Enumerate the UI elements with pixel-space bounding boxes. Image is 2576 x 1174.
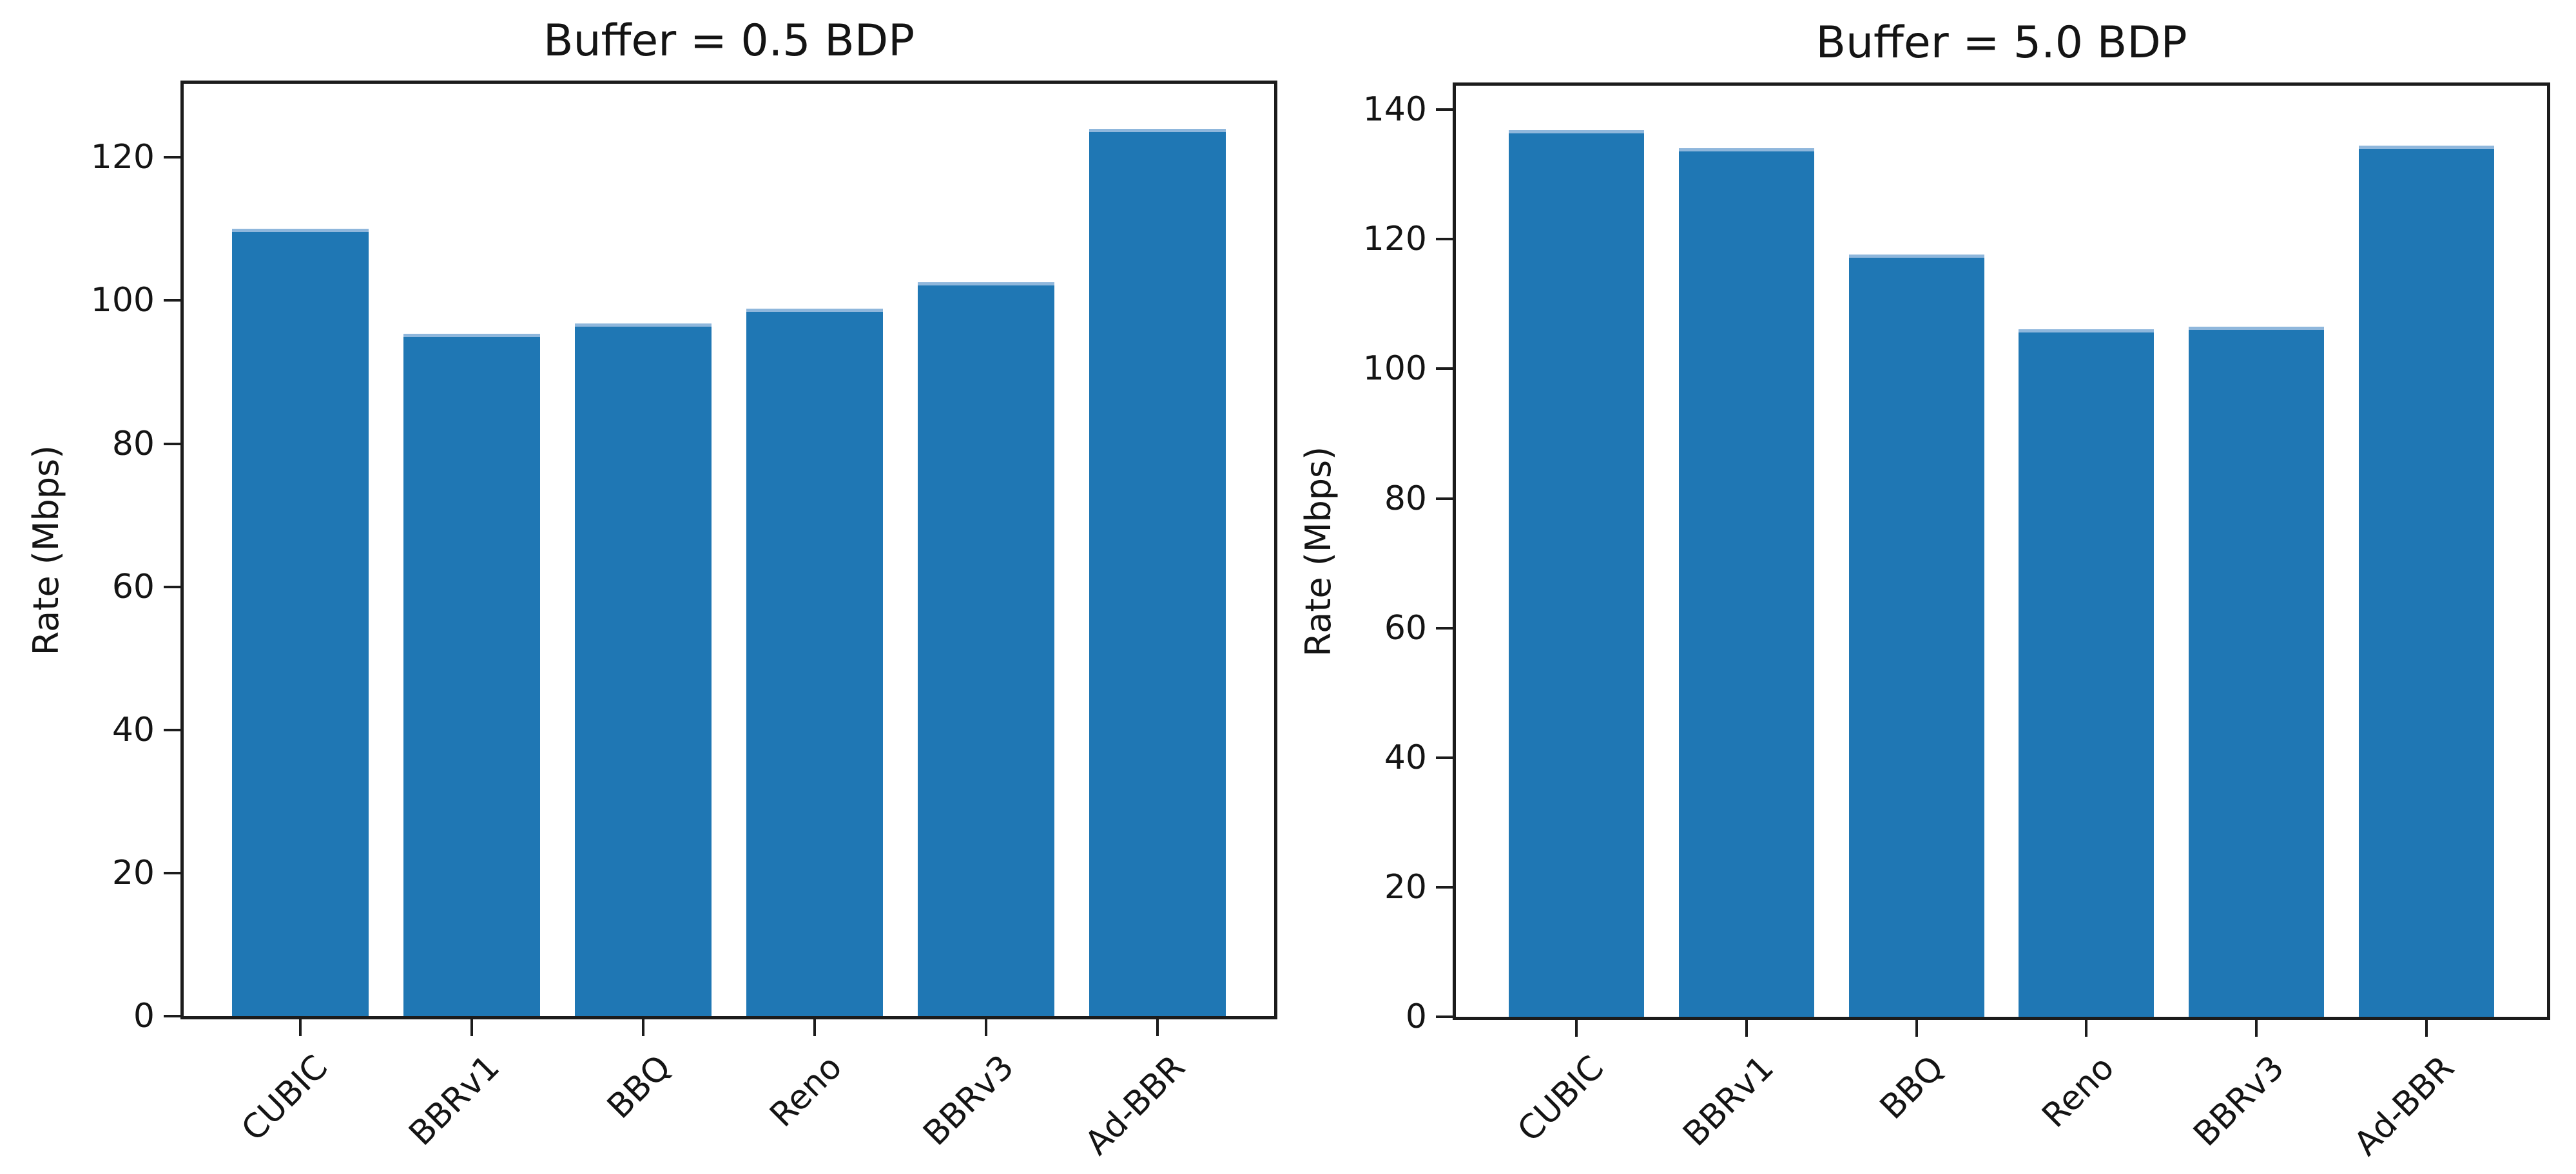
bar-cubic [1509,130,1644,1017]
y-tick-label: 40 [1384,738,1427,777]
x-tick-mark [1156,1019,1159,1036]
y-tick-mark [1436,885,1453,889]
x-tick-mark [1915,1020,1918,1037]
x-tick-mark [985,1019,987,1036]
chart-title-right: Buffer = 5.0 BDP [1816,17,2187,68]
x-tick-mark [1745,1020,1748,1037]
y-tick-mark [1436,497,1453,500]
x-tick-mark [813,1019,816,1036]
y-tick-mark [164,156,180,159]
y-tick-label: 80 [111,424,155,463]
y-tick-label: 80 [1384,479,1427,518]
x-tick-mark [2085,1020,2088,1037]
bar-bbrv1 [403,333,540,1016]
x-tick-label-cubic: CUBIC [1510,1048,1612,1150]
y-tick-label: 20 [111,853,155,892]
x-tick-label-ad-bbr: Ad-BBR [1078,1048,1193,1163]
y-tick-label: 60 [1384,608,1427,648]
plot-area-right: Buffer = 5.0 BDP Rate (Mbps) 0 20 40 60 80 10… [1298,21,2550,1163]
y-tick-mark [164,442,180,445]
y-tick-mark [1436,367,1453,370]
y-tick-mark [164,728,180,731]
x-tick-mark [2255,1020,2258,1037]
bar-ad-bbr [1089,128,1226,1016]
x-tick-label-bbrv1: BBRv1 [1676,1048,1782,1154]
y-tick-mark [164,1015,180,1017]
y-tick-label: 100 [1362,349,1427,389]
bar-reno [746,308,883,1016]
y-tick-label: 60 [111,567,155,606]
x-tick-label-reno: Reno [762,1048,850,1135]
y-tick-label: 120 [90,138,155,177]
x-tick-mark [1575,1020,1578,1037]
y-tick-label: 0 [1405,997,1427,1036]
x-tick-mark [2425,1020,2428,1037]
y-tick-mark [164,585,180,588]
y-tick-mark [1436,626,1453,630]
y-tick-mark [164,871,180,874]
bar-ad-bbr [2359,145,2494,1017]
bar-bbq [1848,255,1984,1017]
bar-reno [2019,329,2155,1017]
y-tick-label: 40 [111,710,155,749]
x-tick-label-ad-bbr: Ad-BBR [2347,1048,2462,1164]
y-tick-label: 140 [1362,90,1427,130]
chart-title-left: Buffer = 0.5 BDP [543,15,915,66]
y-tick-mark [1436,238,1453,241]
x-tick-label-bbrv1: BBRv1 [402,1048,507,1153]
x-tick-label-bbq: BBQ [599,1048,679,1126]
bar-bbrv1 [1678,148,1814,1017]
y-tick-label: 20 [1384,867,1427,907]
y-axis-label-right: Rate (Mbps) [1298,446,1339,657]
x-tick-mark [299,1019,302,1036]
y-tick-label: 0 [133,997,155,1035]
x-tick-mark [470,1019,473,1036]
bar-bbrv3 [2189,327,2325,1017]
x-tick-label-cubic: CUBIC [234,1048,336,1149]
bar-cubic [232,229,369,1016]
y-tick-mark [164,299,180,302]
plot-area-left: Buffer = 0.5 BDP Rate (Mbps) 0 20 40 60 80 10… [26,19,1277,1162]
y-axis-label-left: Rate (Mbps) [26,445,66,655]
y-tick-mark [1436,756,1453,759]
x-tick-mark [642,1019,644,1036]
x-tick-label-bbrv3: BBRv3 [2186,1048,2292,1154]
y-tick-label: 120 [1362,220,1427,259]
bar-bbq [575,323,712,1016]
x-tick-label-bbrv3: BBRv3 [916,1048,1022,1153]
y-tick-label: 100 [90,281,155,320]
x-tick-label-bbq: BBQ [1873,1048,1952,1127]
bar-bbrv3 [918,282,1054,1016]
y-tick-mark [1436,1015,1453,1018]
x-tick-label-reno: Reno [2035,1048,2122,1135]
y-tick-mark [1436,108,1453,111]
